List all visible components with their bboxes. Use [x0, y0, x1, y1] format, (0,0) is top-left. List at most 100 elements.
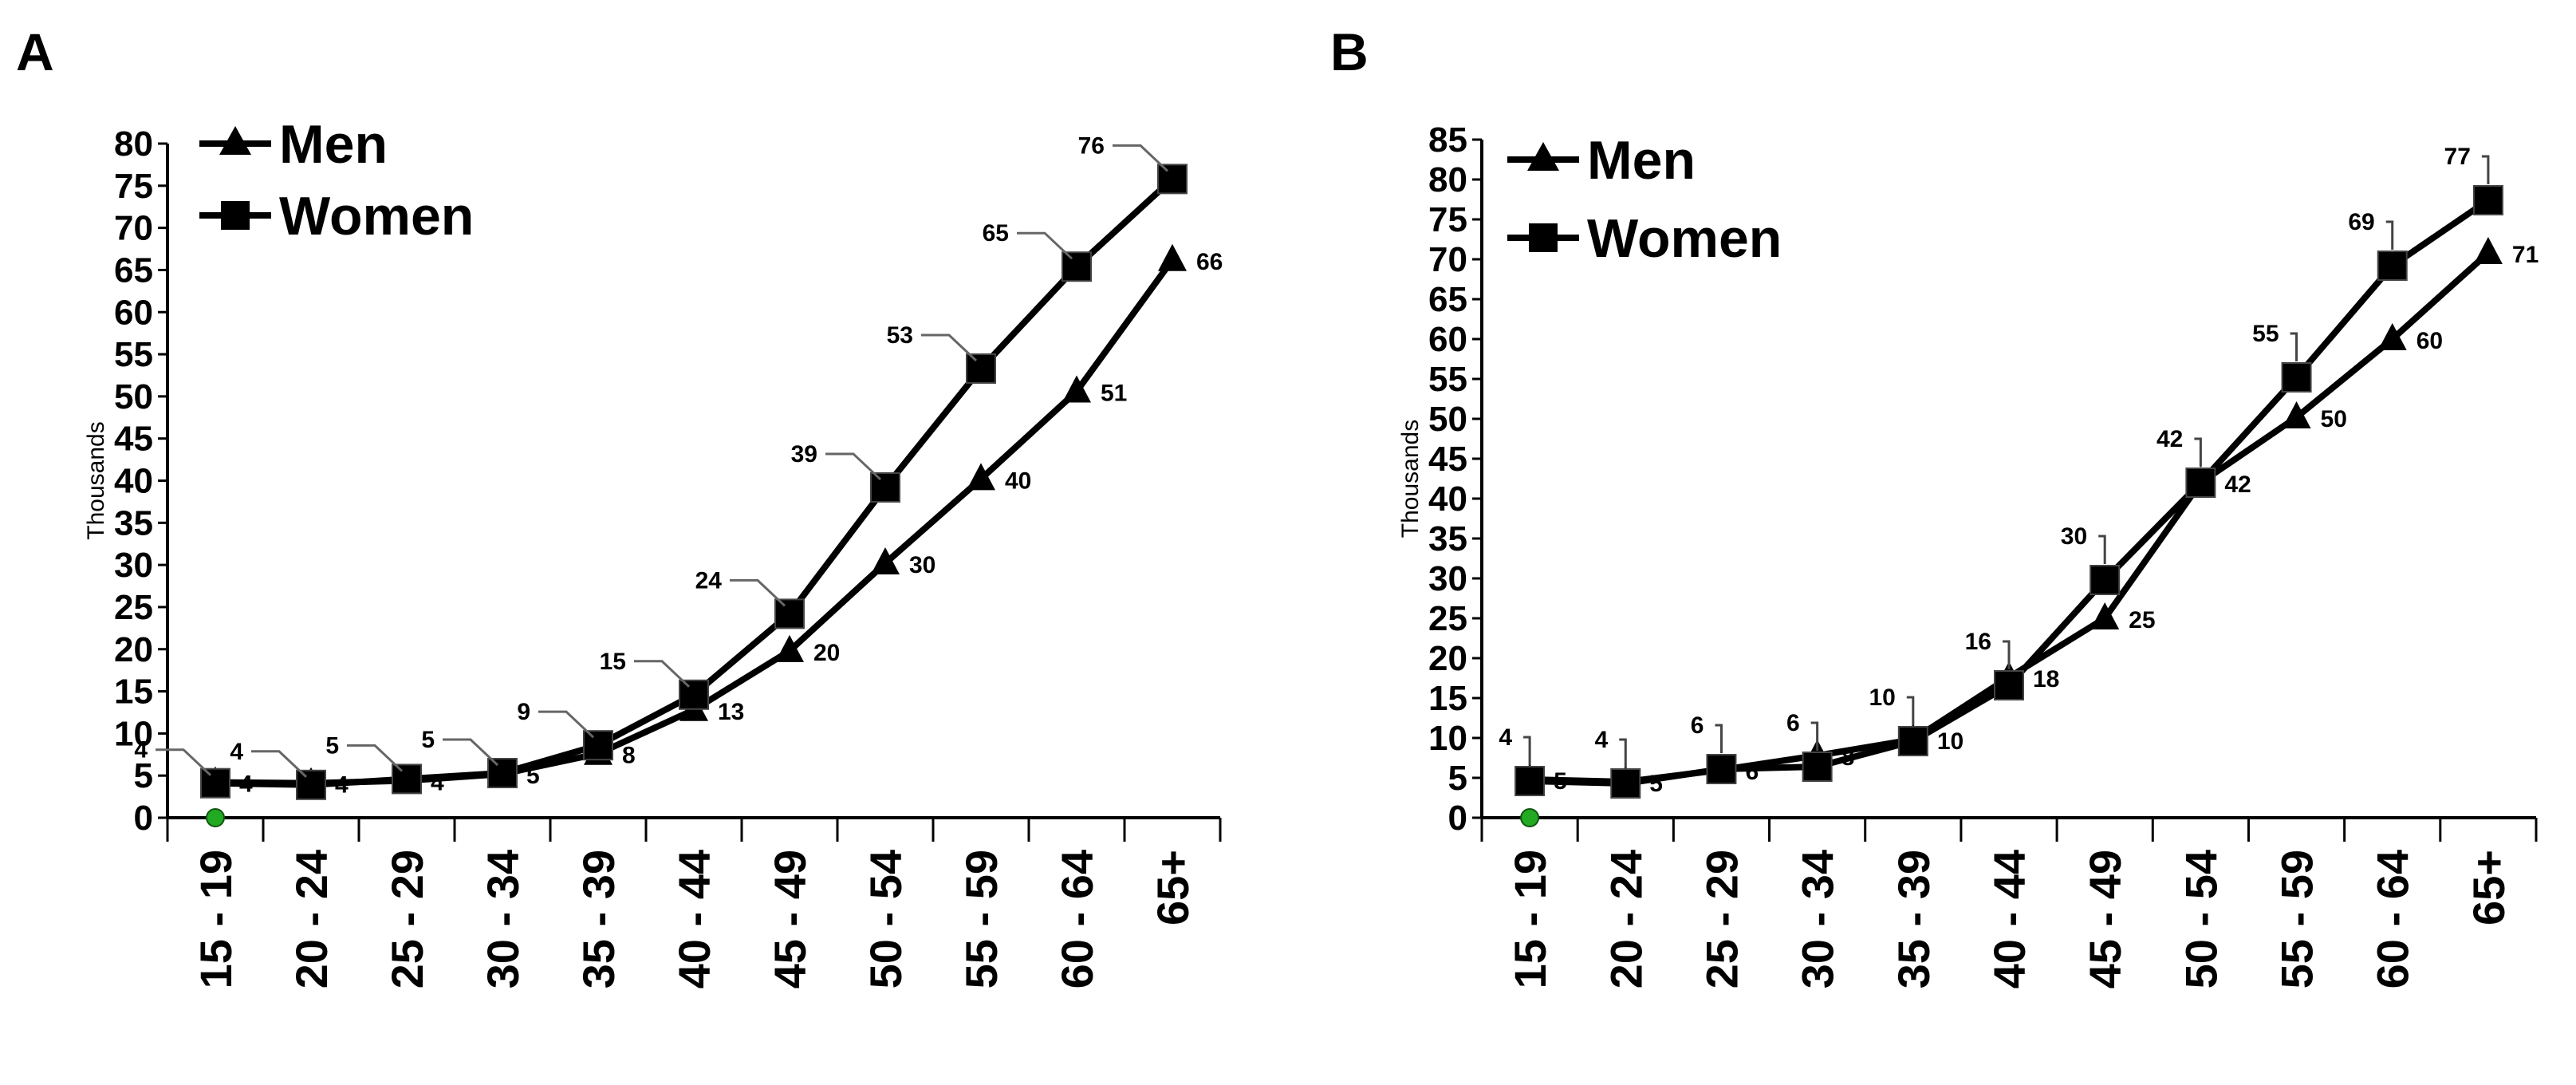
- leader-line-women: [2385, 220, 2394, 250]
- x-tick-label: 40 - 44: [669, 850, 719, 988]
- x-tick-label: 35 - 39: [573, 850, 624, 988]
- data-label-women: 15: [600, 649, 626, 675]
- y-tick-label: 75: [114, 167, 153, 206]
- x-tick-label: 45 - 49: [2080, 850, 2130, 988]
- x-tick-label: 55 - 59: [956, 850, 1006, 988]
- data-label-women: 16: [1965, 629, 1991, 655]
- y-tick-label: 75: [1428, 200, 1467, 239]
- marker-women: [1062, 251, 1092, 282]
- x-tick-label: 20 - 24: [286, 850, 337, 988]
- data-label-women: 69: [2348, 209, 2374, 235]
- marker-women: [2377, 251, 2408, 281]
- marker-men: [871, 547, 900, 575]
- data-label-women: 42: [2157, 426, 2183, 452]
- leader-line-women: [1017, 231, 1073, 260]
- y-tick-label: 65: [1428, 280, 1467, 319]
- x-tick-label: 35 - 39: [1889, 850, 1939, 988]
- legend-label-women: Women: [1587, 208, 1782, 269]
- leader-line-women: [538, 710, 595, 739]
- y-tick-label: 35: [1428, 519, 1467, 558]
- y-tick-label: 60: [114, 293, 153, 332]
- y-tick-label: 35: [114, 503, 153, 542]
- leader-line-women: [443, 738, 499, 767]
- data-label-men: 4: [431, 770, 444, 796]
- data-label-men: 4: [335, 772, 349, 799]
- legend-label-men: Men: [279, 114, 388, 175]
- marker-women: [679, 679, 709, 710]
- leader-line-women: [1715, 724, 1723, 753]
- leader-line-women: [1523, 736, 1531, 765]
- data-label-women: 4: [134, 737, 148, 763]
- marker-women: [966, 353, 996, 385]
- y-tick-label: 80: [114, 124, 153, 164]
- y-tick-label: 30: [1428, 559, 1467, 598]
- leader-line-women: [921, 333, 978, 362]
- y-tick-label: 40: [1428, 479, 1467, 519]
- y-tick-label: 85: [1428, 120, 1467, 160]
- data-label-men: 51: [1101, 381, 1127, 407]
- y-tick-label: 45: [1428, 440, 1467, 479]
- x-tick-label: 55 - 59: [2272, 850, 2322, 988]
- y-tick-label: 5: [134, 756, 153, 795]
- y-tick-label: 20: [1428, 639, 1467, 678]
- y-tick-label: 10: [114, 714, 153, 753]
- data-label-women: 30: [2061, 523, 2087, 550]
- data-label-men: 66: [1196, 249, 1223, 275]
- marker-women: [2185, 468, 2216, 498]
- data-label-women: 76: [1078, 132, 1105, 159]
- leader-line-women: [1113, 144, 1169, 172]
- data-label-men: 71: [2512, 242, 2539, 268]
- marker-men: [967, 463, 995, 491]
- marker-women: [1994, 670, 2024, 700]
- origin-dot: [1520, 808, 1540, 827]
- data-label-women: 77: [2444, 144, 2471, 170]
- marker-men: [2473, 237, 2503, 264]
- y-tick-label: 80: [1428, 160, 1467, 199]
- data-label-women: 55: [2252, 321, 2279, 347]
- data-label-men: 42: [2224, 471, 2251, 498]
- leader-line-women: [347, 744, 404, 772]
- data-label-men: 50: [2321, 406, 2347, 432]
- leader-line-women: [1810, 721, 1819, 751]
- marker-women: [1157, 164, 1188, 195]
- x-tick-label: 15 - 19: [191, 850, 241, 988]
- leader-line-women: [825, 452, 882, 481]
- x-tick-label: 25 - 29: [1696, 850, 1747, 988]
- marker-women: [1514, 766, 1546, 796]
- x-tick-label: 25 - 29: [382, 850, 432, 988]
- marker-women: [583, 730, 613, 761]
- y-tick-label: 55: [114, 335, 153, 374]
- y-tick-label: 55: [1428, 360, 1467, 399]
- x-tick-label: 20 - 24: [1601, 850, 1651, 988]
- origin-dot: [206, 808, 225, 827]
- marker-women: [774, 598, 805, 629]
- marker-men: [2377, 323, 2407, 350]
- leader-line-women: [634, 660, 691, 688]
- marker-men: [1158, 243, 1187, 271]
- data-label-men: 5: [1554, 768, 1567, 795]
- y-tick-label: 40: [114, 462, 153, 501]
- y-tick-label: 5: [1448, 759, 1467, 798]
- data-label-men: 5: [526, 763, 540, 789]
- y-tick-label: 20: [114, 630, 153, 669]
- marker-women: [392, 763, 422, 795]
- data-label-men: 40: [1005, 468, 1031, 494]
- x-tick-label: 30 - 34: [1793, 850, 1843, 988]
- y-tick-label: 70: [1428, 240, 1467, 279]
- marker-women: [1706, 754, 1737, 784]
- x-tick-label: 50 - 54: [861, 850, 911, 988]
- legend-label-women: Women: [279, 186, 474, 247]
- leader-line-women: [2098, 535, 2106, 564]
- data-label-men: 60: [2416, 328, 2443, 354]
- marker-women: [2281, 362, 2312, 393]
- data-label-women: 39: [791, 441, 817, 468]
- data-label-women: 24: [695, 567, 723, 594]
- marker-women: [870, 471, 900, 503]
- marker-women: [200, 767, 230, 799]
- leader-line-women: [251, 750, 308, 778]
- legend-marker-women: [221, 201, 250, 230]
- x-tick-label: 50 - 54: [2176, 850, 2226, 988]
- x-tick-label: 65+: [1148, 850, 1198, 925]
- x-tick-label: 45 - 49: [765, 850, 815, 988]
- y-tick-label: 50: [1428, 400, 1467, 439]
